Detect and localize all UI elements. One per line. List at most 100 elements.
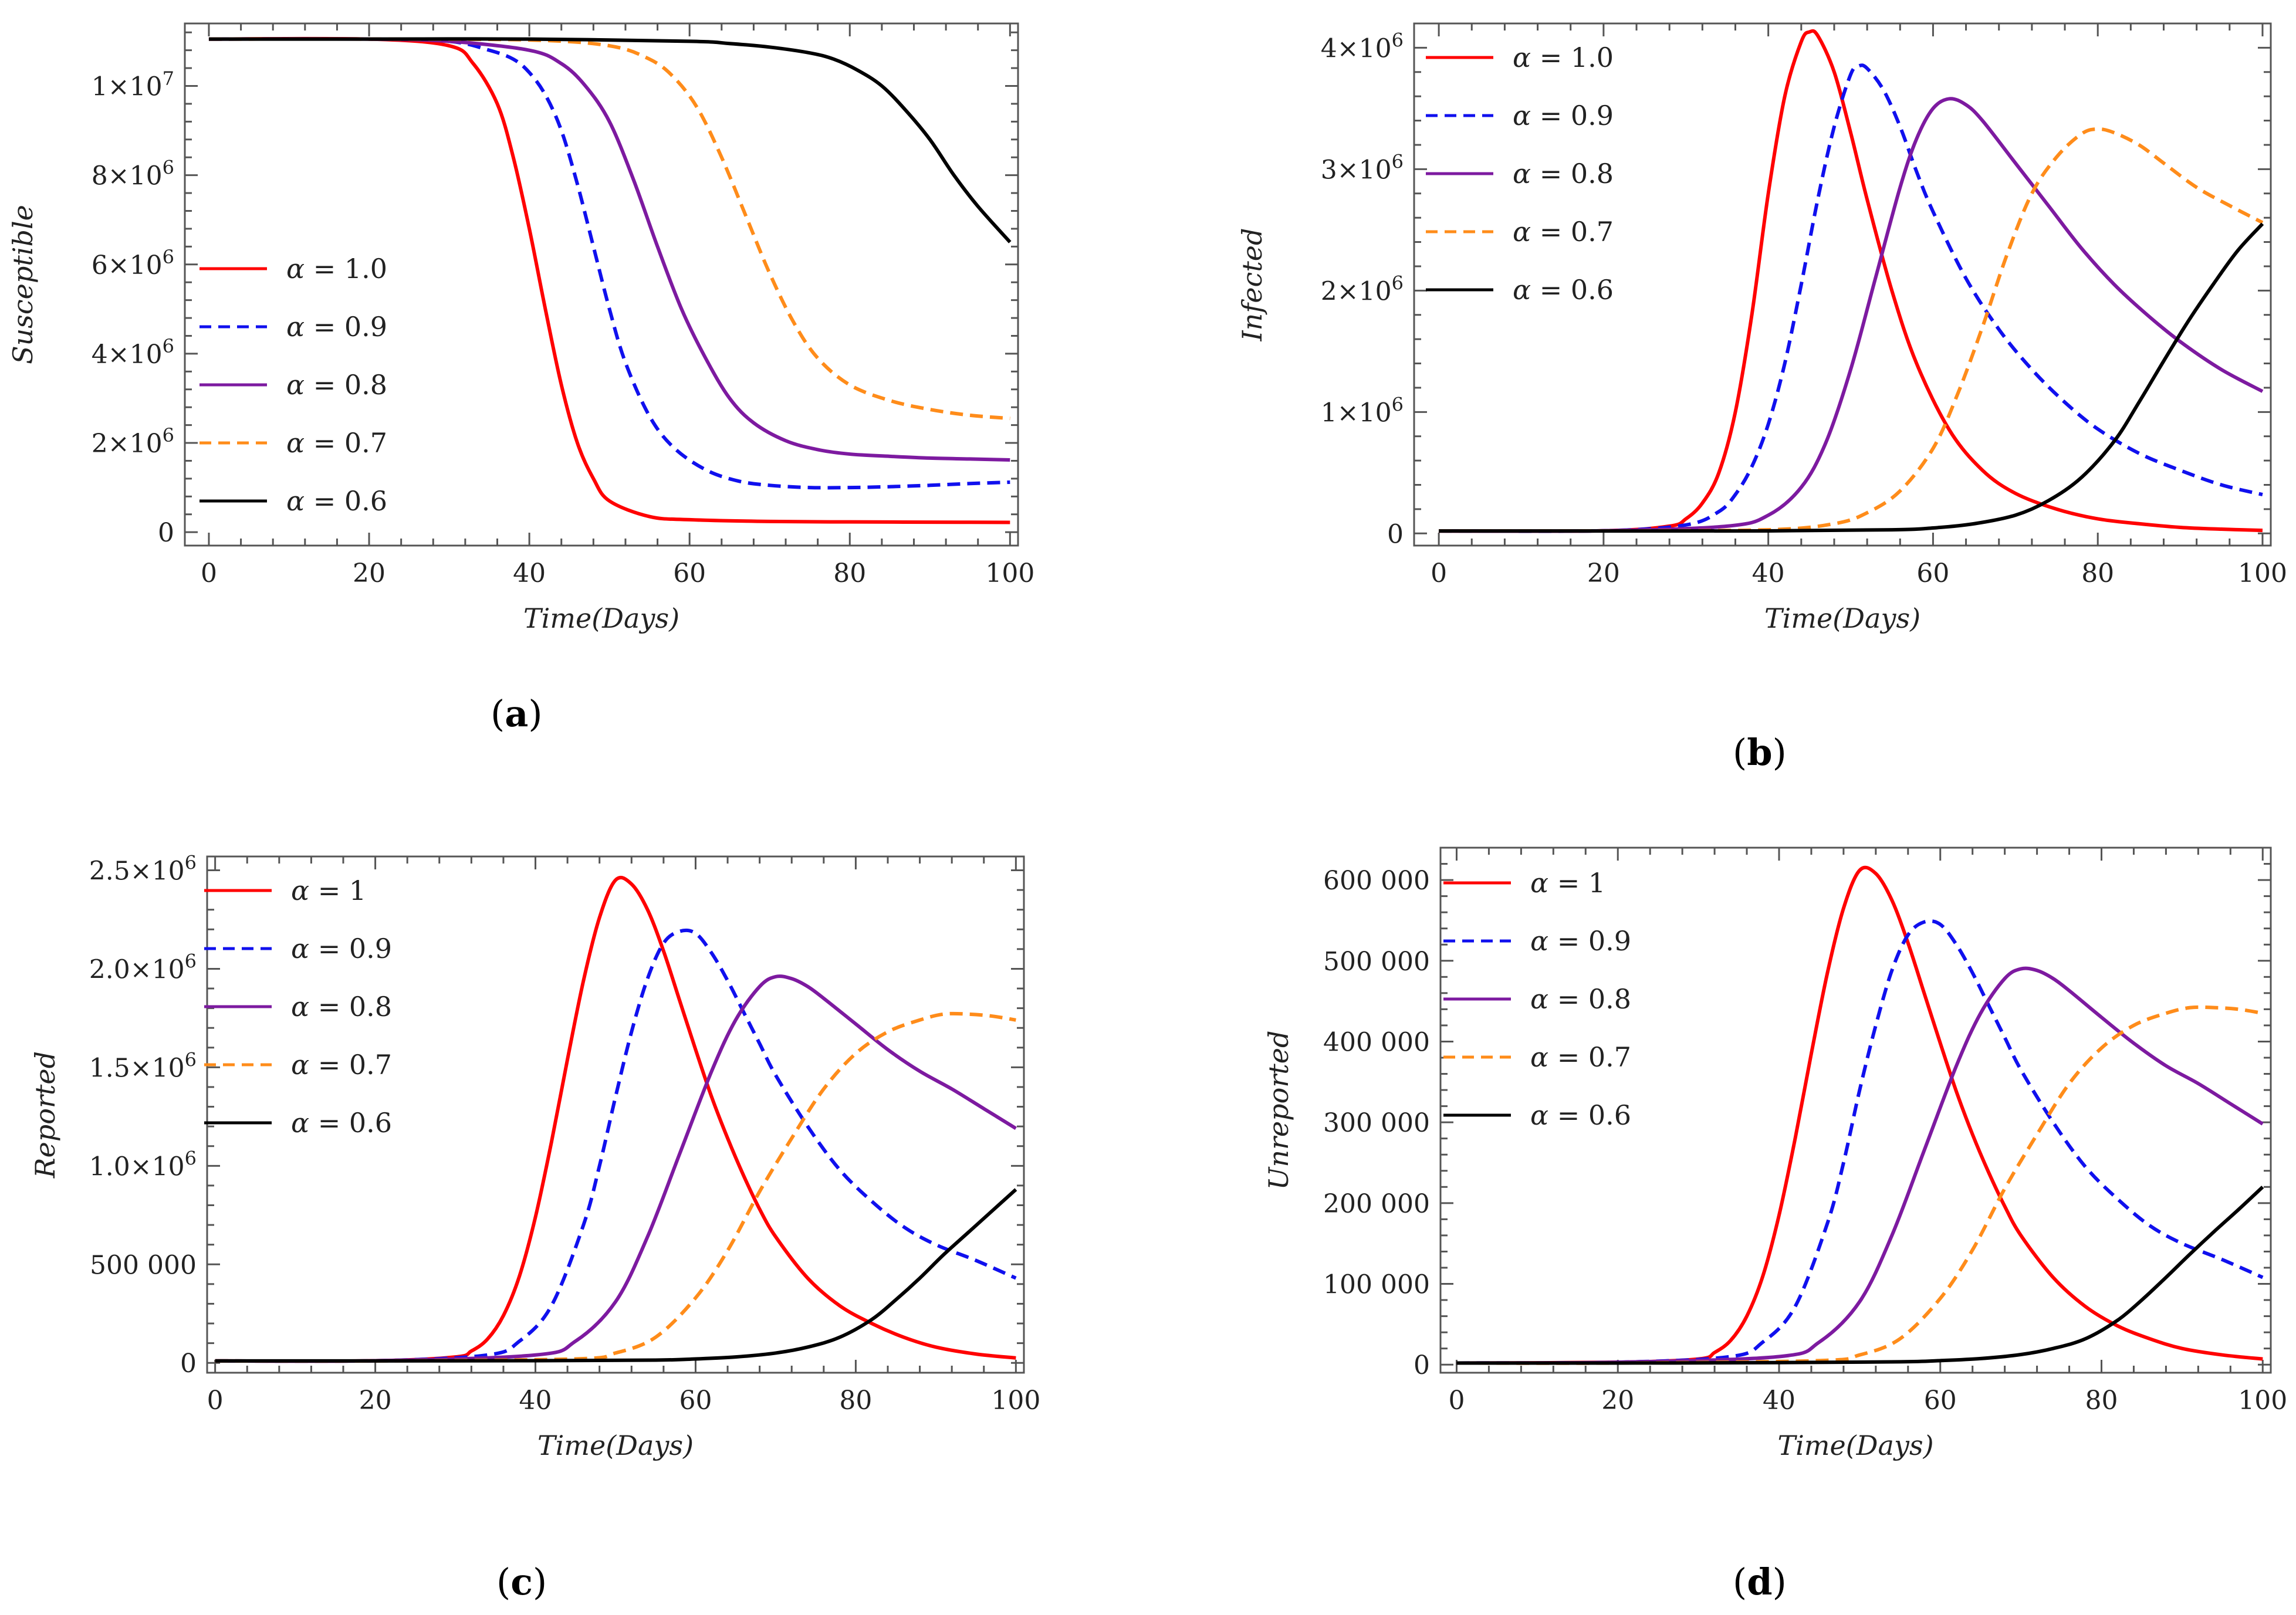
y-tick-label: 0 xyxy=(180,1349,197,1379)
series-line-1_0 xyxy=(1456,865,2263,1365)
y-tick-label: 500 000 xyxy=(1323,947,1430,977)
x-tick-label: 60 xyxy=(1924,1386,1957,1416)
x-tick-label: 40 xyxy=(1763,1386,1795,1416)
x-tick-label: 100 xyxy=(2238,1386,2287,1416)
y-tick-label: 3×106 xyxy=(1321,150,1404,185)
series-line-0_7 xyxy=(208,37,1010,421)
x-tick-label: 40 xyxy=(513,558,546,588)
legend-label: α = 0.7 xyxy=(286,427,387,459)
legend-label: α = 0.8 xyxy=(291,991,392,1023)
y-tick-label: 1×107 xyxy=(92,67,174,101)
legend-label: α = 1 xyxy=(291,875,366,906)
legend-label: α = 0.6 xyxy=(1513,274,1614,306)
series-line-0_6 xyxy=(215,1188,1017,1363)
x-tick-label: 60 xyxy=(1916,558,1949,588)
y-tick-label: 2×106 xyxy=(1321,272,1404,306)
legend-label: α = 1 xyxy=(1530,867,1605,899)
y-tick-label: 600 000 xyxy=(1323,866,1430,896)
legend-label: α = 0.7 xyxy=(1530,1041,1631,1073)
series-line-1_0 xyxy=(1439,29,2263,533)
legend-label: α = 0.8 xyxy=(1513,158,1614,189)
chart-a: 0 20 40 60 80 100 0 2×106 4×106 6×106 8×106 1×107 Ti… xyxy=(7,22,1034,634)
y-tick-label: 100 000 xyxy=(1323,1270,1430,1300)
x-tick-label: 0 xyxy=(1431,558,1447,588)
series-line-0_9 xyxy=(1439,63,2263,533)
series-line-0_8 xyxy=(1439,97,2264,533)
plot-frame xyxy=(206,855,1025,1374)
x-tick-label: 40 xyxy=(519,1386,552,1416)
y-tick-label: 1.5×106 xyxy=(89,1048,197,1083)
y-axis-label: Infected xyxy=(1236,228,1268,342)
x-axis-label: Time(Days) xyxy=(523,602,679,634)
x-tick-label: 20 xyxy=(353,558,386,588)
y-axis-label: Susceptible xyxy=(7,205,39,364)
y-tick-label: 200 000 xyxy=(1323,1189,1430,1219)
legend-label: α = 0.6 xyxy=(291,1107,392,1139)
legend-label: α = 0.8 xyxy=(286,369,387,401)
x-tick-label: 60 xyxy=(673,558,706,588)
series-line-0_6 xyxy=(1456,1186,2264,1365)
y-tick-label: 1.0×106 xyxy=(89,1147,197,1181)
x-tick-label: 0 xyxy=(207,1386,224,1416)
x-tick-label: 80 xyxy=(2081,558,2114,588)
legend-label: α = 0.7 xyxy=(1513,216,1614,248)
y-tick-label: 1×106 xyxy=(1321,393,1404,428)
y-tick-label: 2.0×106 xyxy=(89,950,197,984)
series-line-0_6 xyxy=(208,37,1012,243)
x-tick-label: 100 xyxy=(985,558,1034,588)
y-tick-label: 2×106 xyxy=(92,424,174,459)
x-tick-label: 0 xyxy=(201,558,217,588)
y-tick-label: 300 000 xyxy=(1323,1108,1430,1138)
series-line-1_0 xyxy=(215,876,1016,1363)
y-tick-label: 4×106 xyxy=(1321,29,1404,63)
x-tick-label: 20 xyxy=(1587,558,1620,588)
legend-label: α = 0.6 xyxy=(1530,1099,1631,1131)
series-line-1_0 xyxy=(208,36,1010,524)
series-line-0_9 xyxy=(1456,919,2264,1365)
caption-b: (b) xyxy=(1733,731,1787,774)
x-axis-label: Time(Days) xyxy=(1777,1430,1933,1461)
plot-frame xyxy=(1413,22,2272,547)
chart-d: 0 20 40 60 80 100 0 100 000 200 000 300 000 400 00… xyxy=(1263,847,2287,1461)
plot-frame xyxy=(1439,847,2272,1374)
x-axis-label: Time(Days) xyxy=(1764,602,1920,634)
x-tick-label: 60 xyxy=(679,1386,712,1416)
x-tick-label: 40 xyxy=(1752,558,1785,588)
x-tick-label: 80 xyxy=(833,558,866,588)
legend-label: α = 0.9 xyxy=(286,311,387,343)
y-tick-label: 0 xyxy=(1414,1350,1430,1380)
caption-a: (a) xyxy=(491,692,543,735)
x-tick-label: 80 xyxy=(839,1386,872,1416)
plot-frame xyxy=(184,22,1019,547)
y-tick-label: 6×106 xyxy=(92,246,174,280)
legend-label: α = 0.6 xyxy=(286,485,387,517)
x-tick-label: 100 xyxy=(991,1386,1040,1416)
legend-label: α = 0.7 xyxy=(291,1049,392,1081)
series-line-0_8 xyxy=(1456,966,2264,1365)
y-axis-label: Reported xyxy=(29,1051,61,1179)
y-axis-label: Unreported xyxy=(1263,1031,1294,1190)
y-tick-label: 0 xyxy=(158,518,174,548)
y-tick-label: 0 xyxy=(1387,519,1404,549)
x-tick-label: 100 xyxy=(2238,558,2287,588)
x-tick-label: 80 xyxy=(2085,1386,2118,1416)
legend-label: α = 0.9 xyxy=(291,933,392,964)
caption-d: (d) xyxy=(1733,1560,1787,1603)
chart-b: 0 20 40 60 80 100 0 1×106 2×106 3×106 4×106 Time(Da… xyxy=(1236,22,2287,634)
x-tick-label: 20 xyxy=(359,1386,392,1416)
x-tick-label: 0 xyxy=(1448,1386,1465,1416)
legend-label: α = 0.9 xyxy=(1530,925,1631,957)
series-line-0_9 xyxy=(215,928,1017,1363)
legend-label: α = 0.8 xyxy=(1530,983,1631,1015)
y-tick-label: 400 000 xyxy=(1323,1027,1430,1057)
series-line-0_8 xyxy=(215,974,1017,1363)
series-line-0_6 xyxy=(1439,222,2264,533)
legend-label: α = 0.9 xyxy=(1513,100,1614,131)
y-tick-label: 8×106 xyxy=(92,157,174,191)
caption-c: (c) xyxy=(496,1560,547,1603)
x-tick-label: 20 xyxy=(1601,1386,1634,1416)
y-tick-label: 2.5×106 xyxy=(89,852,197,886)
legend-label: α = 1.0 xyxy=(286,253,387,285)
